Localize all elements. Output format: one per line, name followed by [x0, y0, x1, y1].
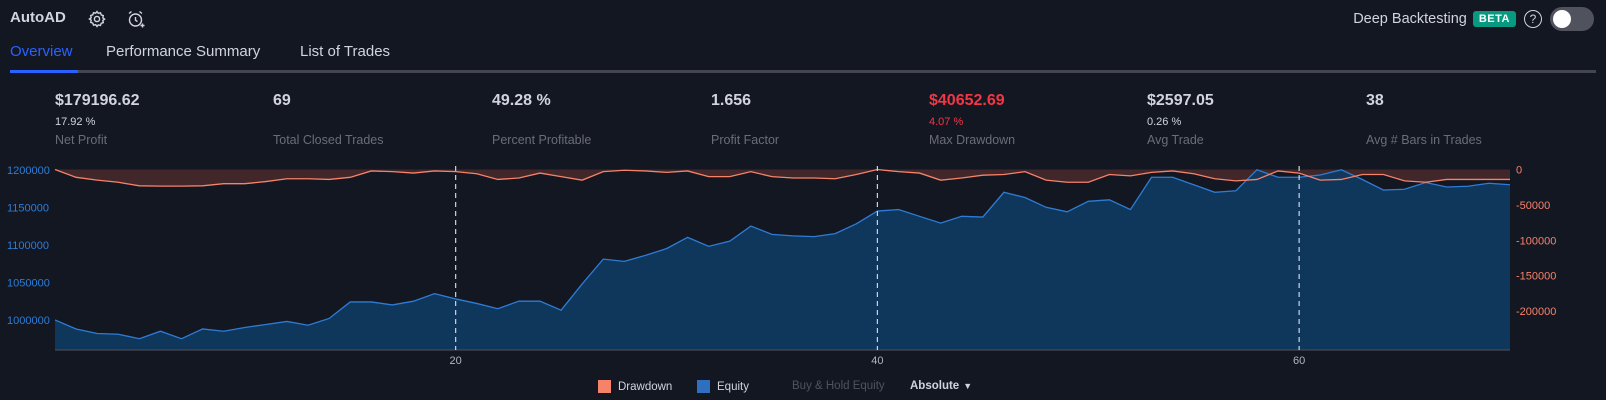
tab-performance-summary[interactable]: Performance Summary: [106, 43, 261, 60]
equity-area: [55, 169, 1510, 350]
scale-select-label: Absolute: [910, 380, 960, 392]
x-tick-label: 60: [1293, 355, 1305, 367]
legend-drawdown[interactable]: Drawdown: [598, 380, 672, 393]
y-left-tick-label: 1000000: [7, 315, 50, 327]
strategy-title: AutoAD: [10, 9, 66, 26]
metric-label: Avg Trade: [1147, 133, 1204, 147]
y-left-tick-label: 1150000: [7, 202, 49, 214]
strategy-header: AutoAD Deep Backtesting BETA ?: [0, 0, 1606, 38]
active-tab-indicator: [10, 70, 78, 73]
tab-bar: Overview Performance Summary List of Tra…: [0, 38, 1606, 74]
y-right-tick-label: -200000: [1516, 306, 1556, 318]
metrics-row: $179196.62 17.92 % Net Profit 69 Total C…: [0, 92, 1606, 156]
metric-total-closed-trades: 69 Total Closed Trades: [273, 92, 383, 147]
y-right-tick-label: -150000: [1516, 271, 1556, 283]
drawdown-swatch: [598, 380, 611, 393]
metric-label: Max Drawdown: [929, 133, 1016, 147]
metric-value: $40652.69: [929, 92, 1005, 109]
metric-net-profit: $179196.62 17.92 % Net Profit: [55, 92, 140, 147]
legend-buy-hold-label: Buy & Hold Equity: [792, 380, 885, 392]
tab-list-of-trades[interactable]: List of Trades: [300, 43, 391, 60]
tab-overview[interactable]: Overview: [10, 43, 73, 60]
legend-buy-hold[interactable]: Buy & Hold Equity: [792, 380, 885, 392]
metric-percent: [273, 116, 383, 131]
metric-value: 38: [1366, 92, 1384, 109]
metric-profit-factor: 1.656 Profit Factor: [711, 92, 779, 147]
metric-percent: 0.26 %: [1147, 116, 1182, 128]
deep-backtesting-label: Deep Backtesting: [1353, 11, 1467, 27]
chart-legend: Drawdown Equity Buy & Hold Equity Absolu…: [0, 380, 1606, 398]
metric-label: Profit Factor: [711, 133, 780, 147]
y-left-tick-label: 1050000: [7, 277, 50, 289]
y-left-tick-label: 1100000: [7, 240, 49, 252]
y-left-tick-label: 1200000: [7, 166, 50, 177]
x-tick-label: 20: [450, 355, 462, 367]
metric-avg-trade: $2597.05 0.26 % Avg Trade: [1147, 92, 1214, 147]
metric-label: Avg # Bars in Trades: [1366, 133, 1482, 147]
y-right-tick-label: -50000: [1516, 200, 1550, 212]
metric-avg-bars-in-trades: 38 Avg # Bars in Trades: [1366, 92, 1482, 147]
metric-label: Net Profit: [55, 133, 108, 147]
gear-icon[interactable]: [86, 8, 108, 30]
metric-percent: [492, 116, 591, 131]
metric-value: $2597.05: [1147, 92, 1214, 109]
y-right-tick-label: 0: [1516, 166, 1522, 177]
help-icon[interactable]: ?: [1524, 10, 1542, 28]
metric-value: 49.28 %: [492, 92, 551, 109]
metric-percent: [1366, 116, 1482, 131]
drawdown-line: [54, 168, 1510, 187]
x-tick-label: 40: [871, 355, 883, 367]
metric-percent-profitable: 49.28 % Percent Profitable: [492, 92, 591, 147]
y-right-tick-label: -100000: [1516, 235, 1556, 247]
beta-badge: BETA: [1472, 11, 1516, 27]
alarm-clock-plus-icon[interactable]: [125, 8, 147, 30]
metric-value: $179196.62: [55, 92, 140, 109]
legend-equity[interactable]: Equity: [697, 380, 749, 393]
equity-line: [54, 169, 1511, 340]
equity-drawdown-chart[interactable]: 20 40 60 1000000 1050000 1100000 1150000 120000…: [0, 166, 1606, 376]
metric-percent: [711, 116, 779, 131]
deep-backtesting-toggle[interactable]: [1550, 7, 1594, 31]
metric-value: 1.656: [711, 92, 752, 109]
legend-equity-label: Equity: [717, 380, 749, 393]
drawdown-area: [55, 169, 1510, 187]
deep-backtesting-control: Deep Backtesting BETA ?: [1353, 7, 1594, 31]
scale-select[interactable]: Absolute ▼: [910, 380, 972, 392]
tab-track: [10, 70, 1596, 73]
metric-percent: 4.07 %: [929, 116, 964, 128]
toggle-knob: [1553, 10, 1571, 28]
legend-drawdown-label: Drawdown: [618, 380, 673, 393]
metric-percent: 17.92 %: [55, 116, 96, 128]
metric-value: 69: [273, 92, 291, 109]
chevron-down-icon: ▼: [963, 381, 973, 391]
equity-swatch: [697, 380, 710, 393]
metric-max-drawdown: $40652.69 4.07 % Max Drawdown: [929, 92, 1015, 147]
metric-label: Percent Profitable: [492, 133, 592, 147]
metric-label: Total Closed Trades: [273, 133, 384, 147]
